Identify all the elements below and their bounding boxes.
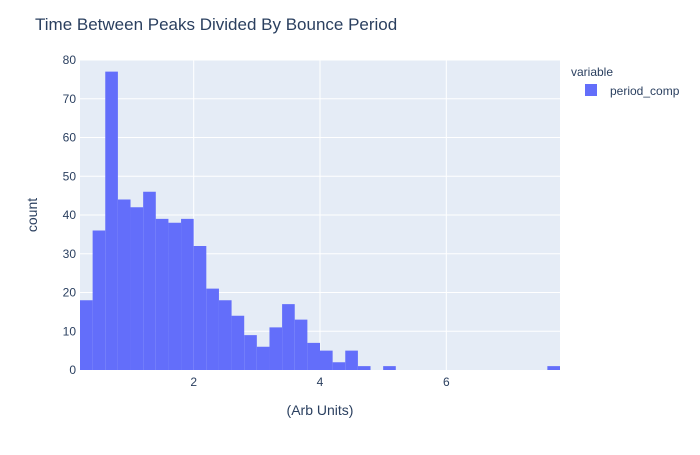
- histogram-bar[interactable]: [345, 350, 358, 370]
- y-tick-label: 20: [63, 286, 77, 300]
- histogram-bar[interactable]: [80, 300, 93, 370]
- y-tick-label: 50: [63, 169, 77, 183]
- histogram-bar[interactable]: [117, 199, 131, 371]
- y-axis-ticks: 0 10 20 30 40 50 60 70 80: [63, 53, 77, 377]
- x-tick-label: 6: [443, 375, 450, 389]
- histogram-bar[interactable]: [105, 71, 118, 370]
- y-tick-label: 60: [63, 131, 77, 145]
- chart-title: Time Between Peaks Divided By Bounce Per…: [35, 15, 397, 34]
- histogram-bar[interactable]: [130, 207, 144, 370]
- histogram-bar[interactable]: [320, 350, 333, 370]
- y-tick-label: 10: [63, 324, 77, 338]
- bar-series: [80, 71, 560, 371]
- histogram-bar[interactable]: [218, 300, 232, 370]
- x-tick-label: 4: [317, 375, 324, 389]
- histogram-bar[interactable]: [357, 366, 371, 370]
- grid-lines: [80, 59, 560, 370]
- y-tick-label: 40: [63, 208, 77, 222]
- y-tick-label: 0: [69, 363, 76, 377]
- y-axis-label: count: [24, 198, 40, 232]
- x-tick-label: 2: [190, 375, 197, 389]
- histogram-bar[interactable]: [383, 366, 396, 370]
- histogram-bar[interactable]: [547, 366, 560, 370]
- histogram-bar[interactable]: [168, 222, 182, 370]
- y-tick-label: 70: [63, 92, 77, 106]
- histogram-bar[interactable]: [206, 288, 219, 370]
- x-axis-label: (Arb Units): [287, 402, 354, 418]
- legend-swatch[interactable]: [585, 84, 597, 96]
- histogram-bar[interactable]: [92, 230, 106, 371]
- legend[interactable]: variable period_comp: [571, 65, 680, 98]
- legend-item-period-comp[interactable]: period_comp: [610, 84, 680, 98]
- histogram-bar[interactable]: [143, 191, 156, 370]
- histogram-bar[interactable]: [256, 346, 270, 370]
- histogram-bar[interactable]: [231, 315, 245, 370]
- histogram-bar[interactable]: [244, 335, 257, 370]
- histogram-bar[interactable]: [332, 362, 346, 370]
- x-axis-ticks: 2 4 6: [190, 375, 450, 389]
- y-tick-label: 30: [63, 247, 77, 261]
- histogram-bar[interactable]: [307, 342, 320, 370]
- y-tick-label: 80: [63, 53, 77, 67]
- histogram-bar[interactable]: [155, 218, 169, 370]
- histogram-bar[interactable]: [193, 246, 207, 370]
- legend-title: variable: [571, 65, 613, 79]
- histogram-bar[interactable]: [181, 218, 194, 370]
- histogram-bar[interactable]: [282, 304, 295, 370]
- histogram-bar[interactable]: [269, 327, 283, 370]
- histogram-bar[interactable]: [294, 319, 308, 370]
